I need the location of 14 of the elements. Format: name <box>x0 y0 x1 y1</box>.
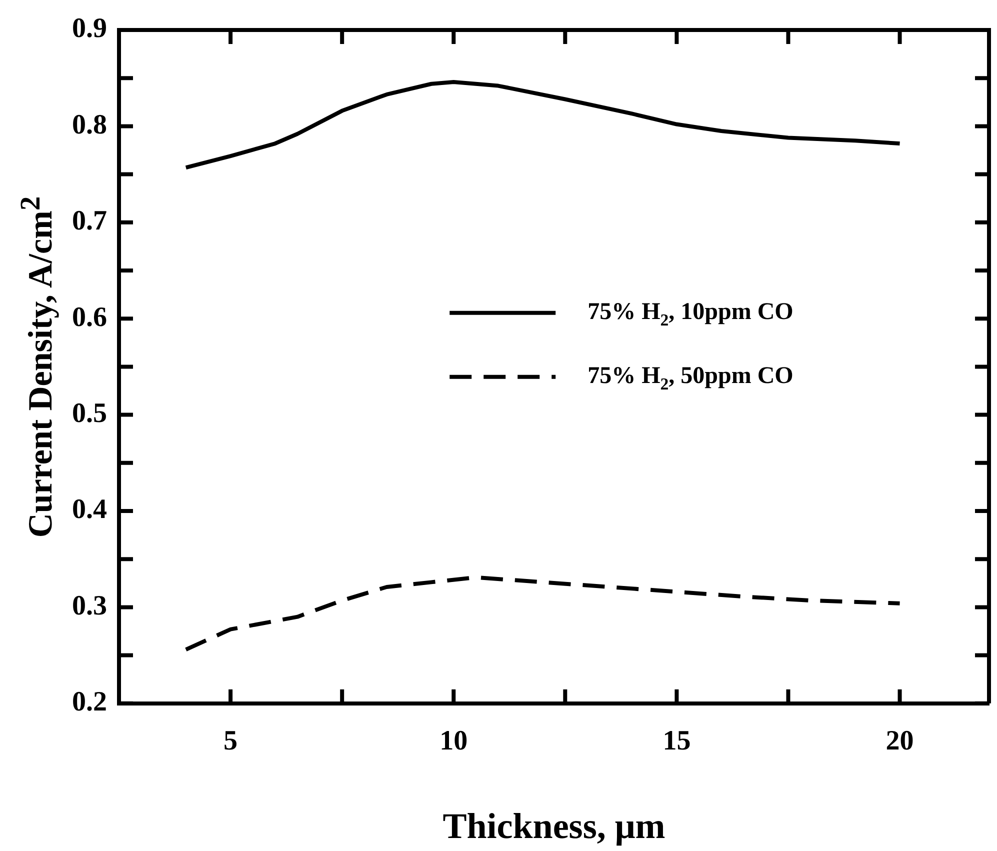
y-tick-label: 0.9 <box>72 13 107 44</box>
y-tick-label: 0.8 <box>72 109 107 140</box>
y-tick-label: 0.6 <box>72 302 107 333</box>
y-tick-label: 0.7 <box>72 206 107 237</box>
x-tick-label: 5 <box>224 725 238 756</box>
y-tick-label: 0.4 <box>72 494 107 526</box>
x-tick-label: 10 <box>440 725 468 756</box>
x-tick-label: 20 <box>886 725 914 756</box>
x-tick-label: 15 <box>662 725 691 756</box>
y-tick-label: 0.5 <box>72 398 107 430</box>
y-tick-label: 0.2 <box>72 686 107 718</box>
line-series <box>184 575 902 652</box>
y-tick-label: 0.3 <box>72 590 107 622</box>
x-axis-title: Thickness, μm <box>442 805 666 847</box>
